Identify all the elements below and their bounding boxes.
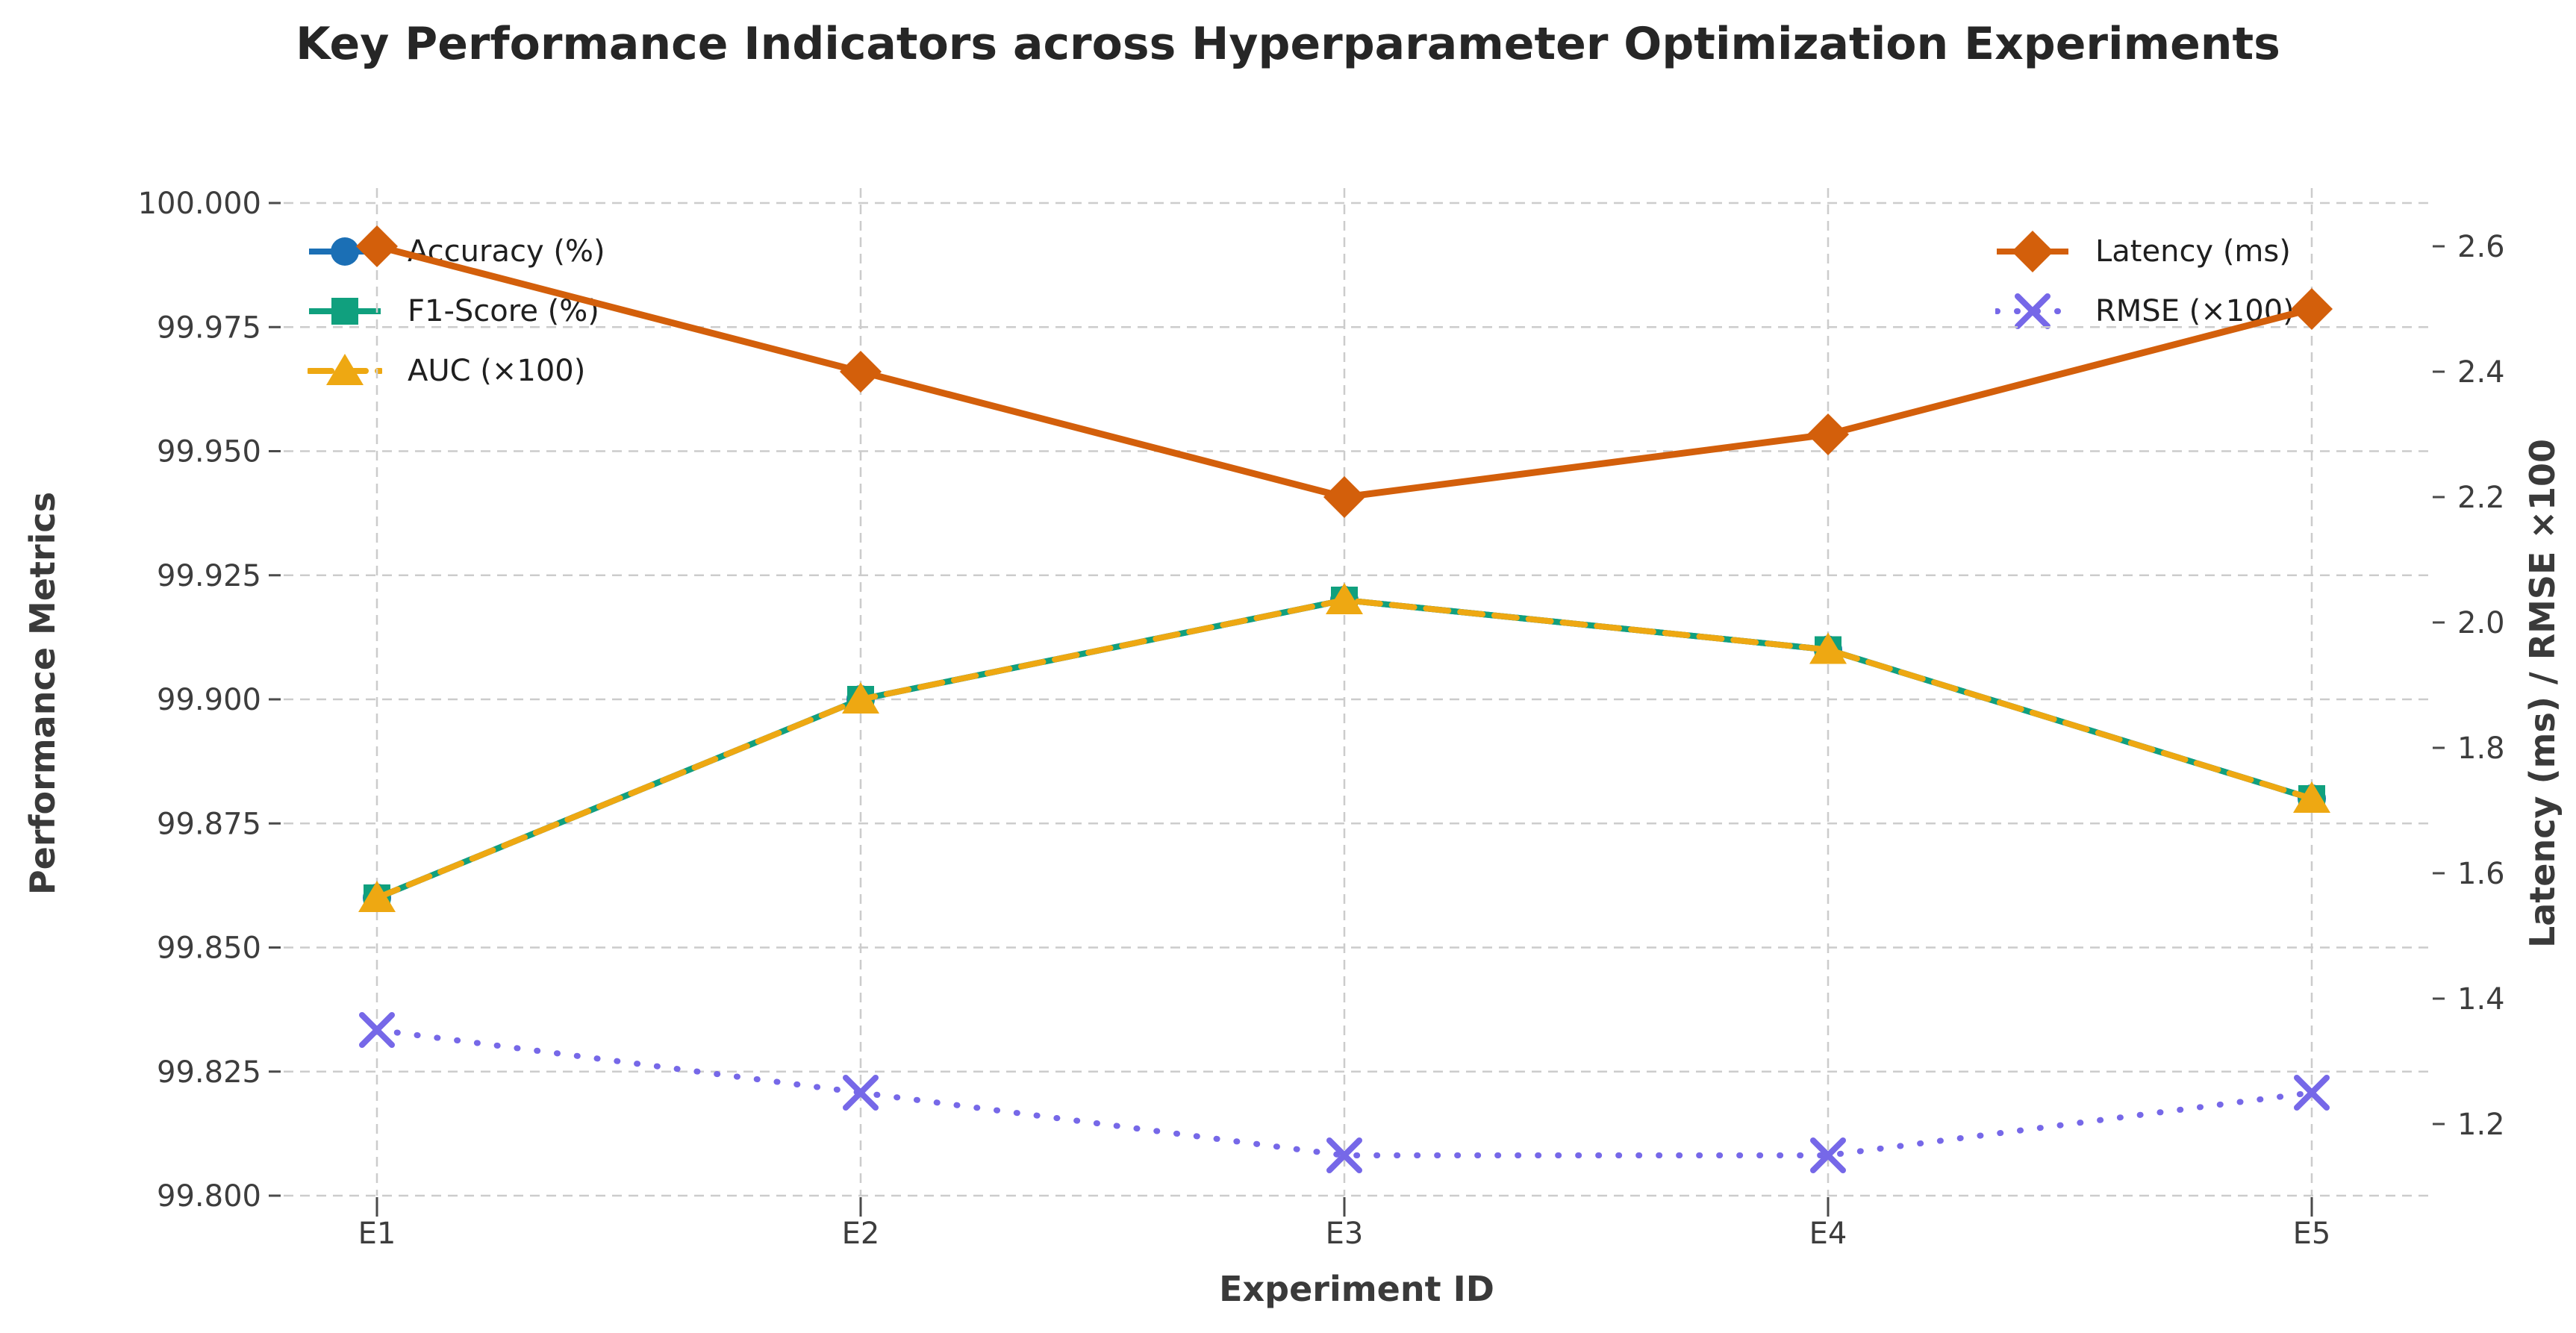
legend-item-rmse-100: RMSE (×100) (1995, 281, 2295, 341)
y-left-tick-label: 99.825 (157, 1055, 261, 1090)
legend-item-auc-100: AUC (×100) (308, 341, 605, 401)
rmse-100-series (359, 1012, 2330, 1173)
y-left-tick-label: 99.800 (157, 1179, 261, 1214)
latency-ms-point-E3 (1323, 476, 1365, 518)
x-axis-label: Experiment ID (1219, 1269, 1494, 1309)
accuracy-series (363, 586, 2326, 912)
accuracy-point-E5 (2298, 784, 2326, 813)
auc-100-legend-marker (308, 354, 382, 385)
auc-100-point-E3 (1326, 583, 1363, 614)
rmse-100-point-E3 (1326, 1137, 1362, 1173)
rmse-100-point-E4 (1810, 1137, 1846, 1173)
latency-ms-point-E4 (1807, 413, 1849, 455)
y-right-tick-label: 1.2 (2457, 1108, 2505, 1142)
f1-score-legend-glyph (331, 298, 358, 325)
y-right-tick-label: 2.0 (2457, 606, 2505, 640)
y-left-tick-label: 99.850 (157, 931, 261, 966)
chart-title: Key Performance Indicators across Hyperp… (296, 18, 2280, 70)
auc-100-point-E1 (358, 881, 396, 912)
y-right-tick-label: 2.2 (2457, 481, 2505, 515)
legend-label-latency-ms: Latency (ms) (2095, 234, 2291, 269)
y-left-tick-label: 99.950 (157, 435, 261, 469)
x-tick-label: E2 (842, 1217, 880, 1251)
auc-100-point-E5 (2293, 781, 2330, 813)
legend-right: Latency (ms) RMSE (×100) (1995, 222, 2295, 341)
y-axis-label-right: Latency (ms) / RMSE ×100 (2522, 438, 2563, 949)
legend-item-accuracy: Accuracy (%) (308, 222, 605, 281)
y-axis-label-left: Performance Metrics (22, 491, 63, 896)
rmse-100-line (374, 1027, 2315, 1158)
y-right-tick-label: 2.6 (2457, 230, 2505, 264)
y-right-tick-label: 1.6 (2457, 857, 2505, 891)
legend-item-latency-ms: Latency (ms) (1995, 222, 2295, 281)
accuracy-legend-marker (309, 237, 381, 266)
x-tick-label: E4 (1809, 1217, 1847, 1251)
f1-score-point-E1 (364, 884, 390, 911)
f1-score-point-E4 (1815, 636, 1841, 664)
f1-score-point-E3 (1331, 587, 1358, 614)
f1-score-line (375, 596, 2313, 901)
legend-label-accuracy: Accuracy (%) (408, 234, 605, 269)
auc-100-series (358, 583, 2330, 912)
latency-ms-point-E5 (2291, 288, 2333, 330)
legend-left: Accuracy (%) F1-Score (%) AUC (×100) (308, 222, 605, 401)
accuracy-point-E3 (1330, 586, 1359, 614)
x-tick-label: E5 (2293, 1217, 2331, 1251)
f1-score-point-E5 (2298, 785, 2325, 812)
accuracy-line (375, 596, 2313, 901)
rmse-100-point-E5 (2294, 1075, 2330, 1111)
latency-ms-point-E2 (840, 351, 882, 393)
y-right-tick-label: 1.4 (2457, 982, 2505, 1017)
accuracy-point-E1 (363, 884, 391, 912)
rmse-100-point-E2 (843, 1075, 879, 1111)
y-left-tick-label: 99.900 (157, 683, 261, 717)
x-tick-label: E1 (358, 1217, 396, 1251)
accuracy-point-E4 (1814, 635, 1842, 664)
y-right-tick-label: 1.8 (2457, 731, 2505, 766)
latency-ms-legend-marker (1997, 231, 2068, 272)
rmse-100-point-E5 (2294, 1075, 2330, 1111)
accuracy-legend-glyph (331, 237, 359, 266)
y-left-tick-label: 99.875 (157, 807, 261, 841)
legend-item-f1-score: F1-Score (%) (308, 281, 605, 341)
f1-score-legend-marker (309, 298, 381, 325)
auc-100-legend-glyph (326, 354, 364, 385)
f1-score-point-E2 (847, 686, 874, 713)
legend-label-auc-100: AUC (×100) (408, 354, 586, 388)
accuracy-point-E2 (846, 685, 875, 714)
x-tick-label: E3 (1326, 1217, 1364, 1251)
rmse-100-point-E2 (843, 1075, 879, 1111)
rmse-100-point-E3 (1326, 1137, 1362, 1173)
y-left-tick-label: 99.925 (157, 559, 261, 593)
auc-100-point-E4 (1809, 632, 1847, 664)
rmse-100-point-E1 (359, 1012, 395, 1048)
y-left-tick-label: 100.000 (138, 187, 261, 221)
legend-label-f1-score: F1-Score (%) (408, 294, 599, 328)
auc-100-line (374, 596, 2315, 901)
y-right-tick-label: 2.4 (2457, 355, 2505, 390)
f1-score-series (364, 587, 2325, 911)
rmse-100-legend-marker (1995, 293, 2070, 329)
rmse-100-point-E1 (359, 1012, 395, 1048)
auc-100-point-E2 (842, 682, 879, 714)
latency-ms-legend-glyph (2012, 231, 2053, 272)
y-left-tick-label: 99.975 (157, 310, 261, 345)
rmse-100-point-E4 (1810, 1137, 1846, 1173)
legend-label-rmse-100: RMSE (×100) (2095, 294, 2295, 328)
